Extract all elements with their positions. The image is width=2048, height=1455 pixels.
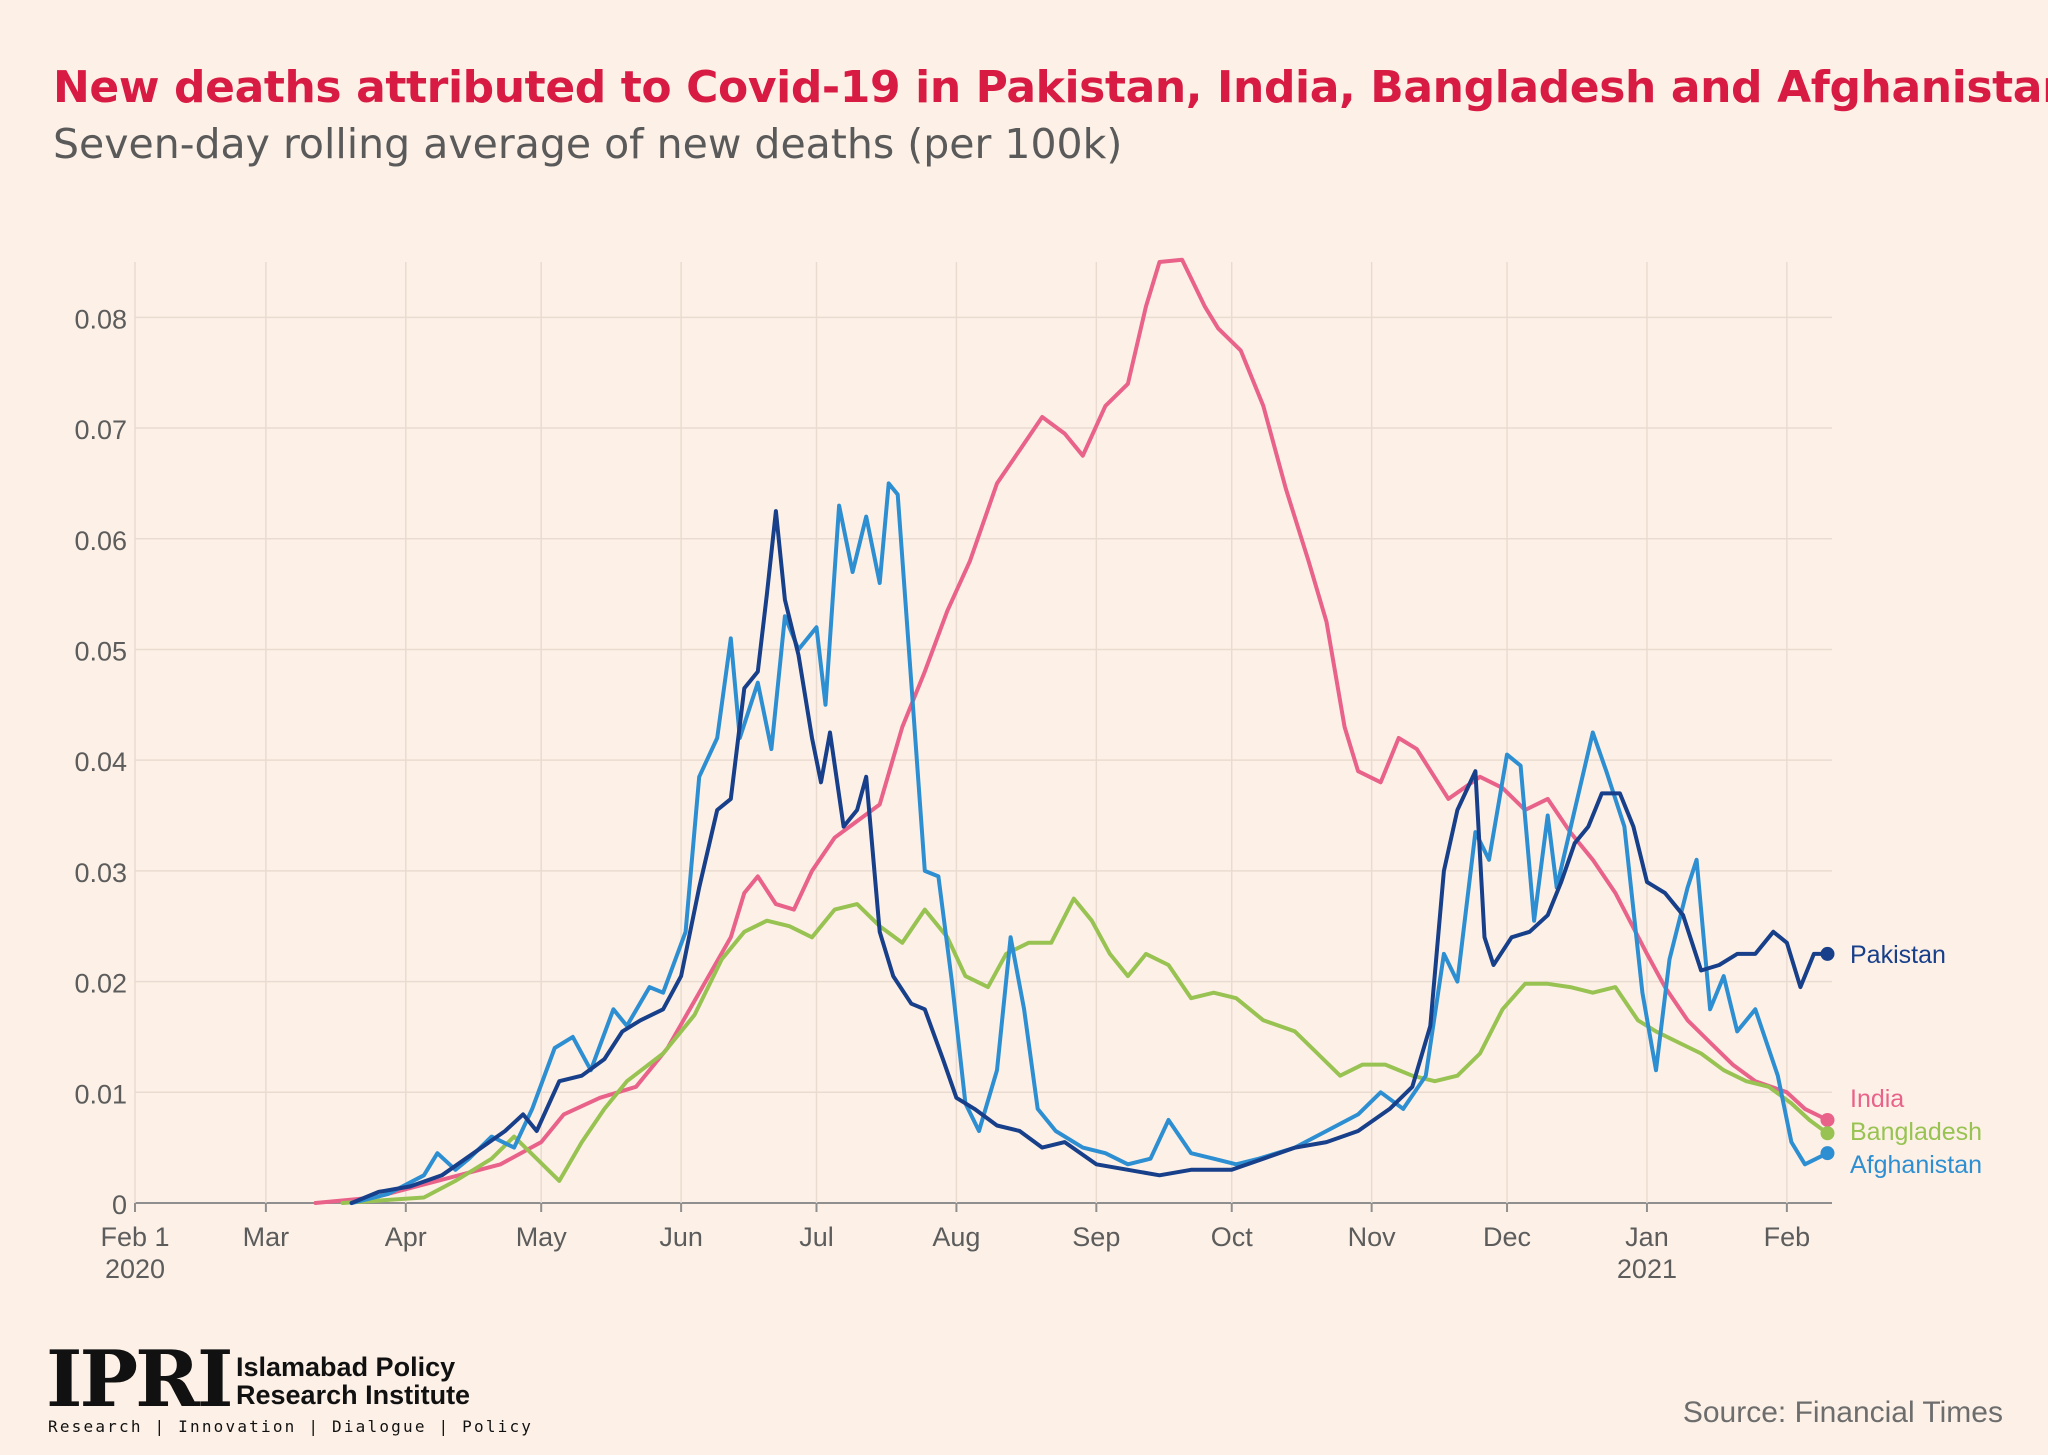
series-end-dot-afghanistan (1820, 1146, 1835, 1161)
y-axis: 0 0.01 0.02 0.03 0.04 0.05 0.06 0.07 0.08 (74, 304, 127, 1220)
y-tick-label: 0.07 (74, 415, 127, 445)
x-tick-year-label: 2020 (105, 1254, 165, 1284)
series-end-dot-india (1820, 1112, 1835, 1127)
series-line-pakistan (349, 509, 1830, 1205)
x-tick-label: Nov (1348, 1222, 1397, 1252)
series-line-afghanistan (349, 481, 1830, 1205)
chart-subtitle: Seven-day rolling average of new deaths … (53, 120, 1123, 168)
chart-title: New deaths attributed to Covid-19 in Pak… (53, 62, 2048, 113)
x-tick-label: May (516, 1222, 568, 1252)
x-tick-label: Dec (1483, 1222, 1531, 1252)
y-tick-label: 0.03 (74, 858, 127, 888)
series-label-afghanistan: Afghanistan (1850, 1151, 1982, 1179)
logo-mark: IPRI (46, 1334, 233, 1425)
x-tick-label: Jan (1625, 1222, 1669, 1252)
series-end-dot-bangladesh (1820, 1126, 1835, 1141)
x-tick-label: Apr (385, 1222, 427, 1252)
series-end-labels: India Bangladesh Afghanistan Pakistan (1850, 941, 1982, 1179)
y-tick-label: 0.05 (74, 636, 127, 666)
title-countries: Pakistan, India, Bangladesh and Afghanis… (975, 62, 2048, 113)
title-plain: New deaths attributed to Covid-19 in (53, 62, 976, 113)
series-lines (313, 257, 1835, 1205)
source-note: Source: Financial Times (1682, 1396, 2003, 1429)
series-line-india (313, 257, 1830, 1205)
x-tick-label: Feb 1 (100, 1222, 169, 1252)
series-label-bangladesh: Bangladesh (1850, 1118, 1982, 1146)
x-tick-label: Aug (932, 1222, 980, 1252)
y-tick-label: 0.06 (74, 526, 127, 556)
x-tick-year-label: 2021 (1617, 1254, 1677, 1284)
x-tick-label: Jul (799, 1222, 834, 1252)
series-line-bangladesh (340, 896, 1830, 1205)
x-tick-label: Mar (243, 1222, 290, 1252)
x-tick-label: Oct (1211, 1222, 1254, 1252)
y-tick-label: 0.02 (74, 969, 127, 999)
logo-name-line1: Islamabad Policy (236, 1352, 456, 1382)
y-tick-label: 0.01 (74, 1079, 127, 1109)
logo-tagline: Research | Innovation | Dialogue | Polic… (48, 1417, 534, 1436)
x-tick-label: Jun (659, 1222, 703, 1252)
y-tick-label: 0 (112, 1190, 127, 1220)
series-label-pakistan: Pakistan (1850, 941, 1946, 969)
y-tick-label: 0.04 (74, 747, 127, 777)
series-label-india: India (1850, 1085, 1904, 1113)
x-tick-label: Feb (1764, 1222, 1811, 1252)
series-end-dot-pakistan (1820, 946, 1835, 961)
x-tick-label: Sep (1072, 1222, 1120, 1252)
y-tick-label: 0.08 (74, 304, 127, 334)
logo-name-line2: Research Institute (236, 1380, 471, 1410)
grid-lines (134, 262, 1832, 1204)
